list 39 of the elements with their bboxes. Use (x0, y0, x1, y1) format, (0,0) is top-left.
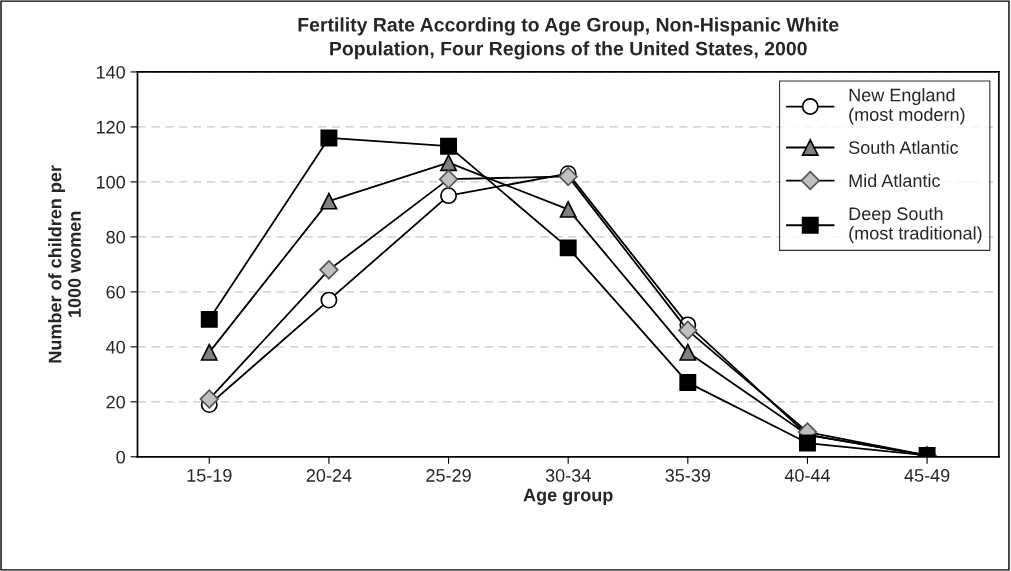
point (438, 169, 459, 189)
legend-label: New England (most modern) (849, 88, 965, 125)
x-tick-label: 30-34 (545, 469, 591, 482)
x-tick-label: 25-29 (426, 469, 471, 482)
y-tick-label: 140 (96, 65, 125, 79)
point (320, 192, 338, 210)
point (200, 310, 218, 328)
point (320, 129, 338, 147)
y-tick-label: 120 (96, 120, 125, 134)
point (200, 343, 218, 361)
point (559, 239, 577, 257)
x-tick-label: 15-19 (187, 469, 232, 482)
y-tick-label: 80 (106, 230, 125, 244)
legend-label: Mid Atlantic (849, 173, 941, 188)
y-tick-label: 20 (106, 395, 125, 409)
point (320, 291, 338, 309)
x-tick-label: 45-49 (904, 469, 950, 482)
point (199, 389, 219, 409)
x-axis-title: Age group (523, 488, 613, 506)
point (678, 320, 698, 341)
point (679, 343, 697, 361)
legend-label: South Atlantic (848, 140, 959, 154)
point (679, 374, 697, 392)
point (440, 154, 458, 172)
x-tick-label: 20-24 (306, 469, 352, 482)
y-tick-label: 100 (96, 175, 125, 189)
y-tick-label: 0 (116, 450, 125, 464)
y-tick-label: 60 (106, 285, 125, 299)
x-tick-label: 35-39 (665, 469, 711, 482)
point (798, 434, 816, 452)
point (440, 137, 458, 155)
point (319, 260, 339, 280)
point (440, 187, 458, 205)
y-tick-label: 40 (106, 340, 125, 354)
y-axis-title: Number of children per 1000 women (48, 165, 81, 363)
x-tick-label: 40-44 (784, 469, 831, 482)
chart-title: Fertility Rate According to Age Group, Non-Hispanic White Population, Four Regions of the United States, 2000 (298, 17, 839, 60)
point (559, 200, 577, 218)
legend-label: Deep South (most traditional) (849, 206, 982, 244)
